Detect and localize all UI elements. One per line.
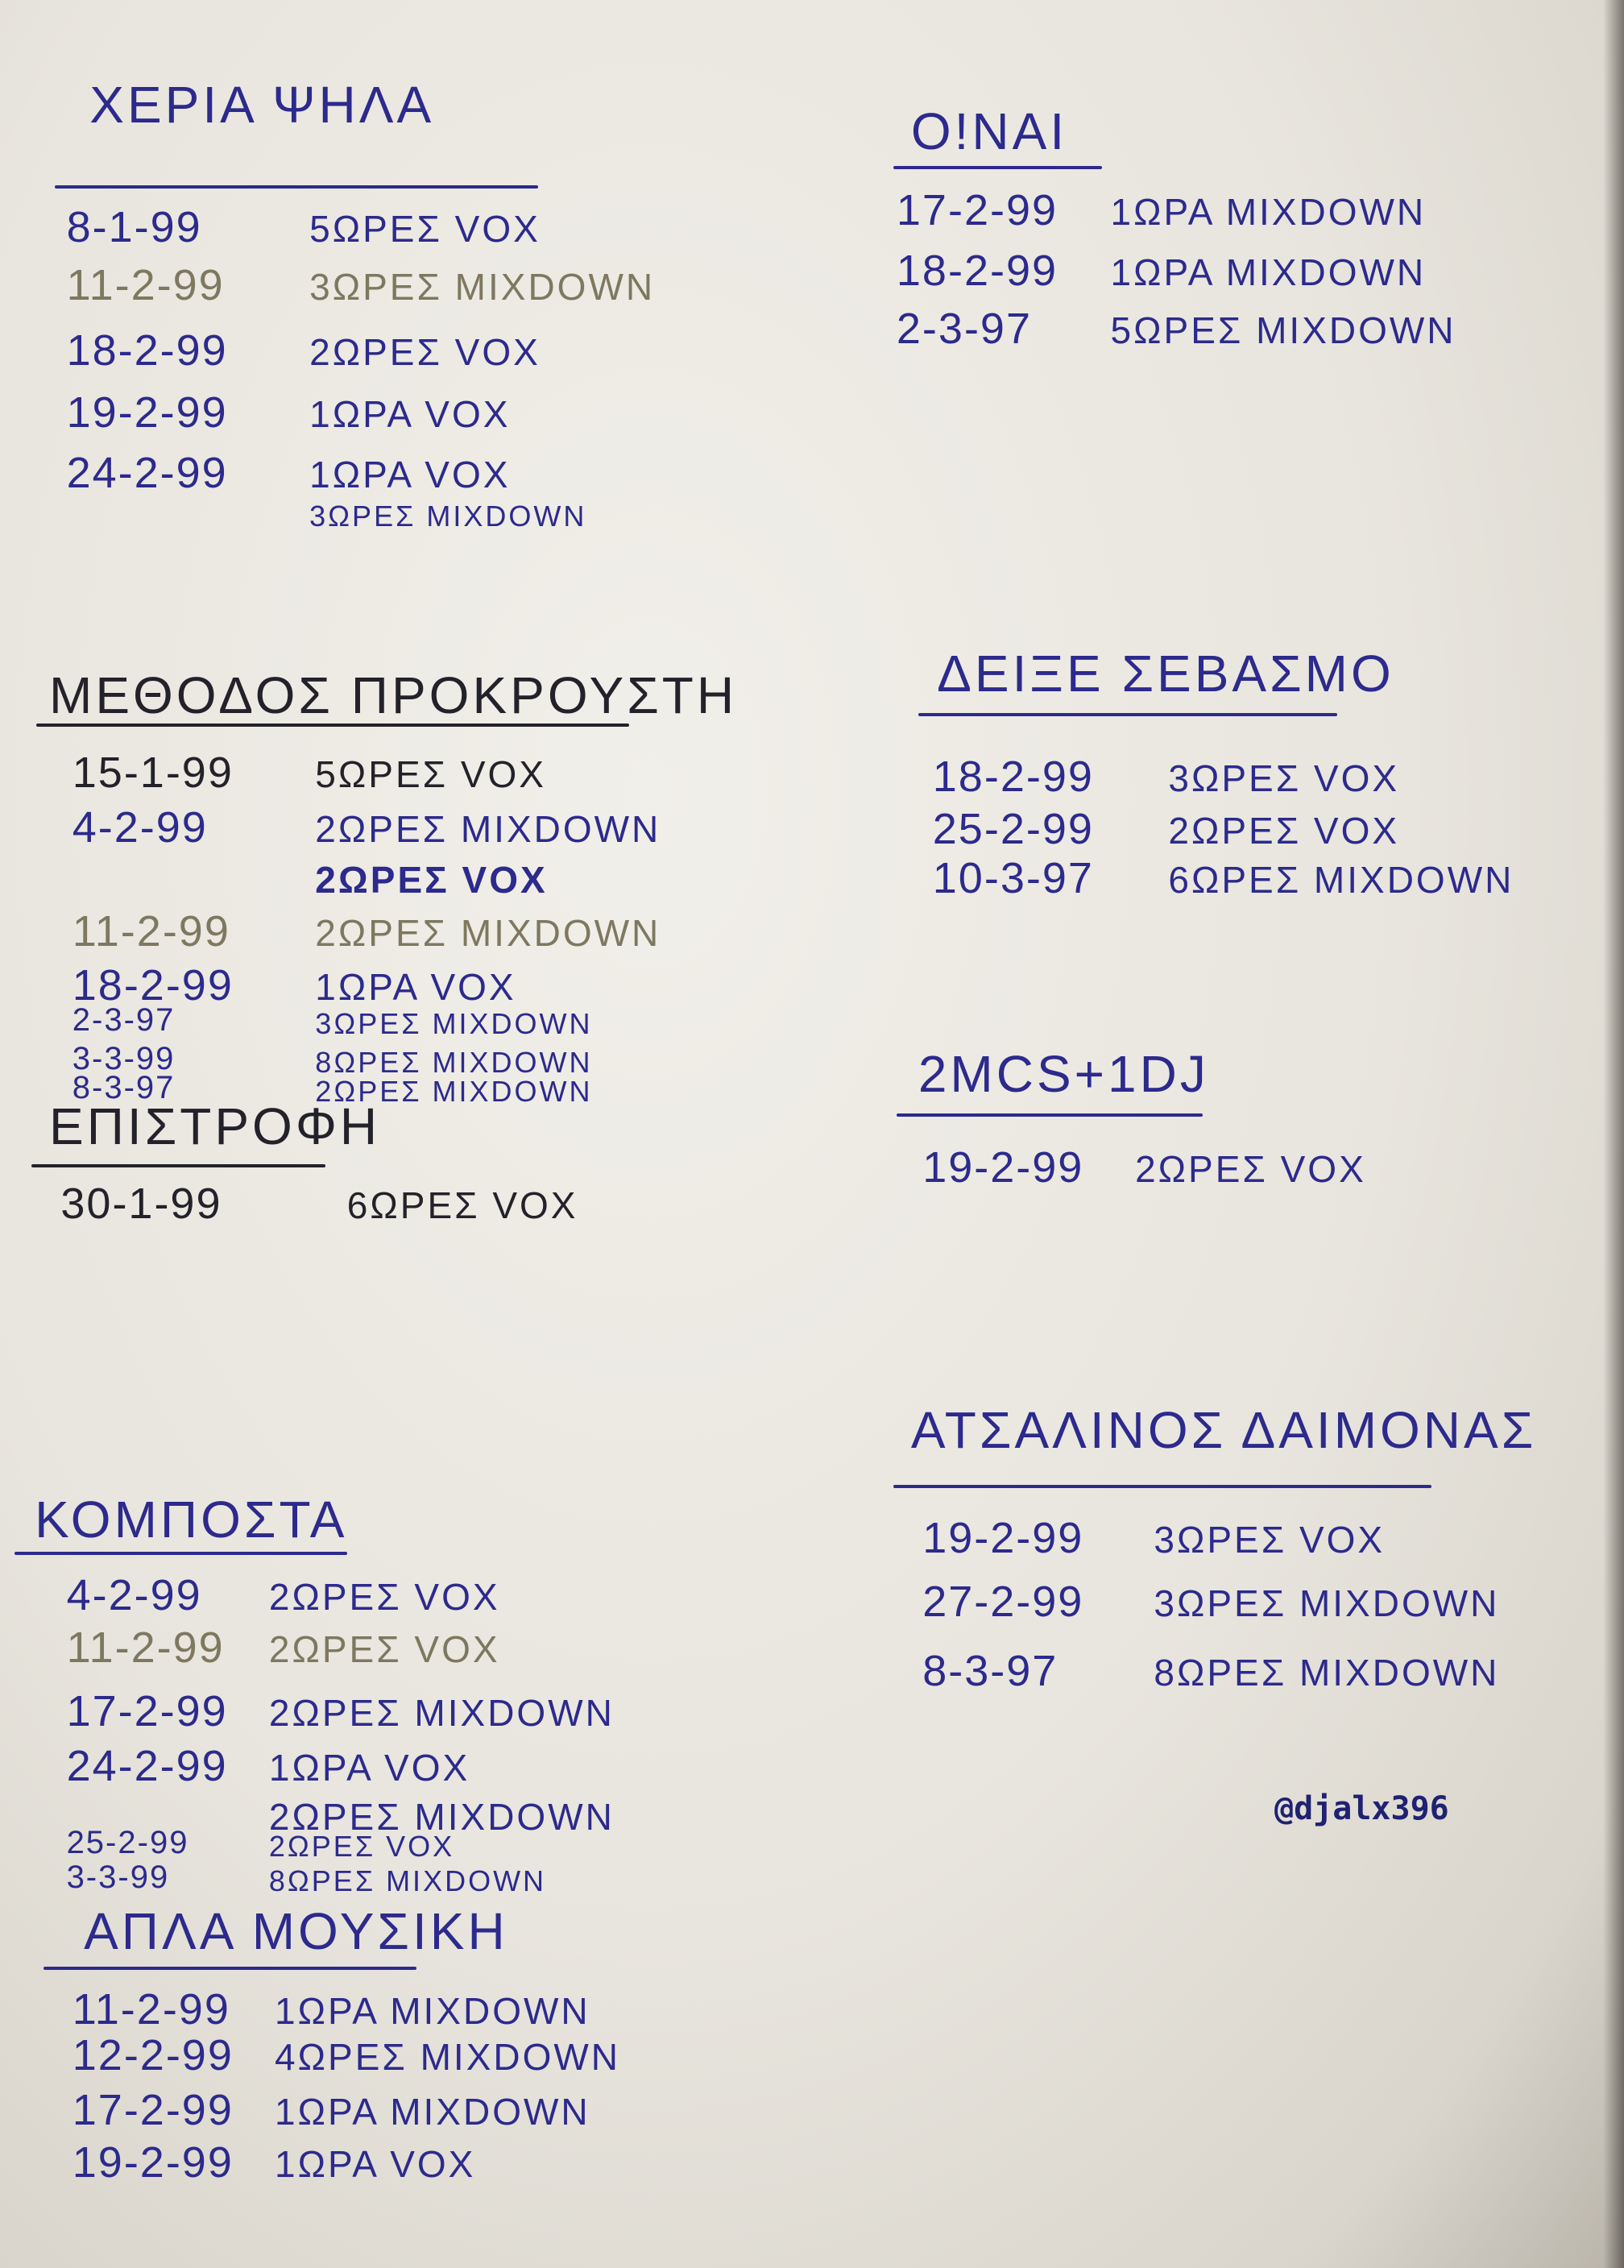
entry-duration-task: 2ΩΡΕΣ MIXDOWN xyxy=(315,1075,593,1109)
entry-date: 19-2-99 xyxy=(66,388,228,437)
entry-date: 3-3-99 xyxy=(66,1860,170,1896)
entry-duration-task: 8ΩΡΕΣ MIXDOWN xyxy=(315,1046,593,1080)
entry-date: 18-2-99 xyxy=(66,325,228,375)
entry-date: 19-2-99 xyxy=(72,2138,234,2187)
title-underline xyxy=(893,1485,1432,1489)
title-underline xyxy=(35,723,629,727)
title-underline xyxy=(893,166,1102,170)
entry-date: 17-2-99 xyxy=(72,2086,234,2135)
paper-edge-shadow xyxy=(1603,0,1624,2268)
section-title: ΔΕΙΞΕ ΣΕΒΑΣΜΟ xyxy=(937,644,1394,703)
entry-date: 18-2-99 xyxy=(932,753,1094,802)
entry-duration-task: 2ΩΡΕΣ VOX xyxy=(1168,810,1400,852)
entry-duration-task: 3ΩΡΕΣ MIXDOWN xyxy=(309,499,587,533)
section-title: ΧΕΡΙΑ ΨΗΛΑ xyxy=(89,76,435,135)
entry-duration-task: 3ΩΡΕΣ MIXDOWN xyxy=(1154,1582,1500,1624)
entry-date: 11-2-99 xyxy=(66,261,225,310)
entry-date: 17-2-99 xyxy=(896,185,1058,234)
entry-duration-task: 2ΩΡΕΣ MIXDOWN xyxy=(268,1796,615,1839)
entry-date: 8-3-97 xyxy=(922,1646,1058,1695)
entry-date: 12-2-99 xyxy=(72,2031,234,2080)
entry-duration-task: 2ΩΡΕΣ VOX xyxy=(315,859,548,902)
title-underline xyxy=(55,185,538,189)
entry-date: 4-2-99 xyxy=(66,1571,202,1620)
entry-date: 27-2-99 xyxy=(922,1577,1084,1626)
entry-duration-task: 1ΩΡΑ VOX xyxy=(309,454,511,496)
entry-date: 2-3-97 xyxy=(72,1001,176,1038)
entry-duration-task: 8ΩΡΕΣ MIXDOWN xyxy=(1154,1651,1500,1694)
title-underline xyxy=(31,1163,325,1167)
entry-duration-task: 2ΩΡΕΣ VOX xyxy=(268,1576,500,1619)
entry-duration-task: 2ΩΡΕΣ VOX xyxy=(1135,1148,1366,1191)
entry-duration-task: 6ΩΡΕΣ MIXDOWN xyxy=(1168,859,1514,902)
entry-duration-task: 3ΩΡΕΣ VOX xyxy=(1154,1518,1386,1561)
entry-date: 17-2-99 xyxy=(66,1686,228,1735)
entry-duration-task: 1ΩΡΑ MIXDOWN xyxy=(1110,190,1427,233)
section-title: ΑΤΣΑΛΙΝΟΣ ΔΑΙΜΟΝΑΣ xyxy=(910,1400,1537,1459)
entry-duration-task: 2ΩΡΕΣ VOX xyxy=(268,1830,455,1864)
entry-duration-task: 5ΩΡΕΣ VOX xyxy=(309,208,541,251)
watermark: @djalx396 xyxy=(1274,1790,1449,1827)
entry-duration-task: 2ΩΡΕΣ MIXDOWN xyxy=(315,912,661,955)
section-title: ΚΟΜΠΟΣΤΑ xyxy=(35,1490,348,1549)
entry-date: 10-3-97 xyxy=(932,854,1094,903)
entry-date: 8-3-97 xyxy=(72,1070,176,1106)
entry-duration-task: 3ΩΡΕΣ VOX xyxy=(1168,757,1400,800)
title-underline xyxy=(43,1967,416,1971)
entry-date: 2-3-97 xyxy=(896,304,1032,353)
entry-duration-task: 6ΩΡΕΣ VOX xyxy=(346,1184,578,1226)
entry-date: 25-2-99 xyxy=(66,1825,189,1861)
entry-date: 8-1-99 xyxy=(66,203,202,252)
entry-duration-task: 1ΩΡΑ VOX xyxy=(268,1747,470,1789)
entry-date: 25-2-99 xyxy=(932,805,1094,854)
entry-duration-task: 2ΩΡΕΣ VOX xyxy=(268,1627,500,1670)
section-title: ΜΕΘΟΔΟΣ ΠΡΟΚΡΟΥΣΤΗ xyxy=(49,665,738,724)
entry-duration-task: 1ΩΡΑ VOX xyxy=(275,2143,476,2185)
title-underline xyxy=(14,1552,347,1556)
entry-duration-task: 8ΩΡΕΣ MIXDOWN xyxy=(268,1864,547,1898)
entry-date: 19-2-99 xyxy=(922,1513,1084,1562)
entry-duration-task: 4ΩΡΕΣ MIXDOWN xyxy=(275,2036,621,2079)
entry-duration-task: 1ΩΡΑ MIXDOWN xyxy=(1110,251,1427,294)
section-title: ΑΠΛΑ ΜΟΥΣΙΚΗ xyxy=(84,1902,508,1961)
entry-date: 19-2-99 xyxy=(922,1143,1084,1192)
entry-date: 4-2-99 xyxy=(72,803,208,852)
entry-duration-task: 1ΩΡΑ VOX xyxy=(315,965,516,1008)
entry-duration-task: 1ΩΡΑ MIXDOWN xyxy=(275,2091,590,2133)
entry-duration-task: 1ΩΡΑ VOX xyxy=(309,393,511,436)
entry-duration-task: 3ΩΡΕΣ MIXDOWN xyxy=(315,1006,593,1040)
entry-date: 11-2-99 xyxy=(72,1984,230,2034)
entry-date: 18-2-99 xyxy=(896,247,1058,296)
title-underline xyxy=(896,1113,1204,1117)
entry-date: 24-2-99 xyxy=(66,1742,228,1791)
entry-duration-task: 5ΩΡΕΣ VOX xyxy=(315,753,546,795)
section-title: 2MCS+1DJ xyxy=(918,1044,1209,1103)
entry-duration-task: 2ΩΡΕΣ MIXDOWN xyxy=(268,1691,615,1734)
entry-duration-task: 3ΩΡΕΣ MIXDOWN xyxy=(309,266,656,309)
entry-date: 15-1-99 xyxy=(72,748,234,797)
entry-duration-task: 2ΩΡΕΣ MIXDOWN xyxy=(315,808,661,851)
entry-date: 11-2-99 xyxy=(72,907,230,956)
section-title: Ο!ΝΑΙ xyxy=(910,102,1068,160)
entry-date: 18-2-99 xyxy=(72,960,234,1010)
entry-date: 11-2-99 xyxy=(66,1623,225,1672)
entry-date: 30-1-99 xyxy=(60,1179,222,1228)
entry-duration-task: 2ΩΡΕΣ VOX xyxy=(309,330,541,373)
section-title: ΕΠΙΣΤΡΟΦΗ xyxy=(49,1097,381,1155)
entry-duration-task: 5ΩΡΕΣ MIXDOWN xyxy=(1110,309,1456,351)
title-underline xyxy=(918,712,1338,716)
entry-date: 3-3-99 xyxy=(72,1041,176,1077)
entry-duration-task: 1ΩΡΑ MIXDOWN xyxy=(275,1989,590,2032)
entry-date: 24-2-99 xyxy=(66,449,228,498)
